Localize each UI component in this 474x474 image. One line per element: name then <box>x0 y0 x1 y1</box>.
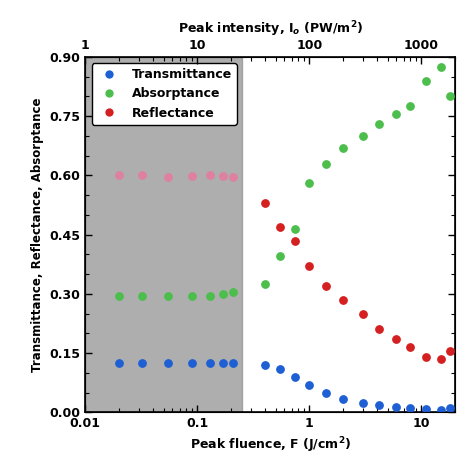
Point <box>375 326 383 333</box>
Point <box>229 288 237 296</box>
Point <box>229 173 237 181</box>
Point <box>392 110 400 118</box>
Point <box>422 405 430 413</box>
Point <box>339 144 347 152</box>
Point <box>339 296 347 304</box>
X-axis label: Peak intensity, I$_o$ (PW/m$^2$): Peak intensity, I$_o$ (PW/m$^2$) <box>178 19 363 39</box>
Point <box>437 63 445 71</box>
Point <box>446 347 454 355</box>
Point <box>446 92 454 100</box>
Point <box>115 359 123 367</box>
Point <box>407 343 414 351</box>
Point <box>164 173 172 181</box>
Point <box>322 389 329 396</box>
Point <box>261 199 269 207</box>
Point <box>437 406 445 413</box>
Point <box>422 77 430 84</box>
Point <box>229 359 237 367</box>
Point <box>188 359 196 367</box>
Point <box>392 336 400 343</box>
Legend: Transmittance, Absorptance, Reflectance: Transmittance, Absorptance, Reflectance <box>91 63 237 125</box>
Point <box>292 225 299 233</box>
Point <box>359 132 366 140</box>
Point <box>375 120 383 128</box>
Point <box>375 401 383 409</box>
Point <box>276 253 284 260</box>
X-axis label: Peak fluence, F (J/cm$^2$): Peak fluence, F (J/cm$^2$) <box>190 436 351 456</box>
Point <box>446 405 454 412</box>
Point <box>138 292 146 300</box>
Point <box>322 282 329 290</box>
Point <box>219 359 227 367</box>
Point <box>422 353 430 361</box>
Point <box>261 280 269 288</box>
Point <box>138 359 146 367</box>
Point <box>306 180 313 187</box>
Point <box>306 381 313 389</box>
Point <box>292 237 299 245</box>
Y-axis label: Transmittance, Reflectance, Absorptance: Transmittance, Reflectance, Absorptance <box>31 97 44 372</box>
Point <box>219 290 227 298</box>
Point <box>359 399 366 406</box>
Point <box>392 403 400 411</box>
Point <box>115 292 123 300</box>
Point <box>407 405 414 412</box>
Point <box>261 361 269 369</box>
Point <box>219 173 227 180</box>
Point <box>115 172 123 179</box>
Point <box>164 359 172 367</box>
Point <box>206 292 214 300</box>
Point <box>306 263 313 270</box>
Point <box>206 172 214 179</box>
Point <box>276 223 284 230</box>
Point <box>359 310 366 318</box>
Point <box>138 172 146 179</box>
Point <box>339 395 347 402</box>
Point <box>164 292 172 300</box>
Point <box>206 359 214 367</box>
Bar <box>85 57 242 412</box>
Point <box>276 365 284 373</box>
Point <box>407 102 414 110</box>
Point <box>188 292 196 300</box>
Point <box>437 356 445 363</box>
Point <box>322 160 329 167</box>
Point <box>188 173 196 180</box>
Point <box>292 373 299 381</box>
